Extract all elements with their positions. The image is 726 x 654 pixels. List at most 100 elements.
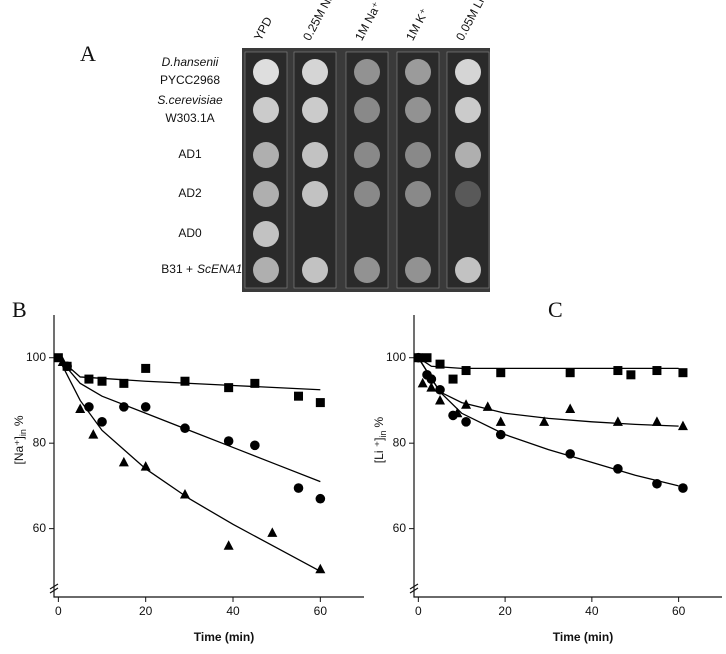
data-point [612, 416, 623, 426]
data-point [88, 429, 99, 439]
data-point [461, 417, 471, 427]
y-axis-label-part: [Li ⁺] [372, 438, 386, 464]
data-point [180, 423, 190, 434]
fit-curve [57, 357, 321, 483]
axis-break [49, 583, 59, 594]
strain-label: B31 + [161, 262, 193, 276]
gene-label: ScENA1 [197, 262, 242, 276]
data-point [119, 402, 129, 412]
x-tick-label: 20 [498, 604, 512, 618]
y-axis-label: [Na⁺]in% [12, 415, 28, 464]
species-label: S.cerevisiae [157, 93, 223, 107]
data-point [565, 403, 576, 413]
strain-label: AD2 [178, 186, 202, 200]
data-point [461, 399, 472, 409]
x-tick-label: 60 [672, 604, 686, 618]
data-point [119, 378, 129, 388]
data-point [141, 363, 151, 373]
data-point [435, 384, 445, 395]
data-point [482, 401, 493, 411]
column-label: 1M K⁺ [403, 6, 431, 43]
colony-spot [354, 257, 380, 283]
colony-spot [354, 142, 380, 168]
strain-label: PYCC2968 [160, 73, 220, 87]
colony-spot [354, 97, 380, 123]
column-label: YPD [251, 14, 275, 43]
strain-label: AD1 [178, 147, 202, 161]
data-point [435, 359, 445, 369]
data-point [224, 383, 234, 393]
data-point [422, 353, 432, 363]
colony-spot [302, 142, 328, 168]
data-point [495, 416, 506, 426]
x-tick-label: 0 [55, 604, 62, 618]
data-point [179, 488, 190, 499]
colony-spot [455, 97, 481, 123]
x-tick-label: 0 [415, 604, 422, 618]
axis-break [409, 583, 419, 594]
data-point [267, 527, 278, 537]
colony-spot [405, 142, 431, 168]
data-point [250, 378, 260, 388]
y-axis-label-part: in [378, 430, 388, 437]
column-label: 1M Na⁺ [352, 0, 384, 43]
x-axis-label: Time (min) [194, 630, 254, 644]
plate-lane [446, 51, 490, 289]
y-tick-label: 100 [26, 350, 46, 364]
data-point [678, 368, 688, 378]
strain-label: W303.1A [165, 111, 214, 125]
colony-spot [405, 97, 431, 123]
data-point [417, 377, 428, 388]
colony-spot [405, 257, 431, 283]
plate-lane [345, 51, 389, 289]
data-point [315, 493, 326, 504]
panel-label: C [548, 297, 563, 322]
data-point [435, 394, 446, 405]
data-point [651, 416, 662, 426]
data-point [626, 370, 636, 380]
data-point [293, 483, 304, 493]
data-point [495, 429, 506, 440]
colony-spot [455, 142, 481, 168]
data-point [565, 368, 575, 378]
data-point [613, 464, 623, 474]
x-tick-label: 60 [314, 604, 328, 618]
fit-curve [417, 357, 679, 427]
y-axis-label-part: [Na⁺] [12, 436, 26, 464]
data-point [97, 417, 107, 427]
data-point [118, 456, 129, 467]
data-point [140, 402, 151, 412]
x-tick-label: 20 [139, 604, 153, 618]
data-point [448, 374, 458, 384]
colony-spot [253, 257, 279, 283]
plate-lane [396, 51, 440, 289]
y-tick-label: 60 [393, 521, 407, 535]
data-point [677, 420, 688, 431]
fit-curve [417, 357, 679, 487]
colony-spot [455, 257, 481, 283]
data-point [678, 483, 688, 493]
colony-spot [253, 59, 279, 85]
y-tick-label: 80 [393, 435, 407, 449]
data-point [294, 391, 304, 401]
y-tick-label: 60 [33, 521, 47, 535]
axis-line [53, 315, 364, 598]
data-point [413, 352, 424, 363]
data-point [250, 440, 260, 451]
fit-curve [417, 357, 679, 370]
data-point [223, 540, 234, 550]
data-point [426, 382, 437, 392]
y-tick-label: 80 [33, 435, 47, 449]
colony-spot [455, 59, 481, 85]
panel-label: A [80, 41, 96, 66]
colony-spot [405, 59, 431, 85]
column-label: 0.25M Na⁺ [300, 0, 340, 43]
colony-spot [253, 181, 279, 207]
data-point [57, 356, 68, 366]
colony-spot [302, 257, 328, 283]
x-axis-label: Time (min) [553, 630, 613, 644]
fit-curve [57, 357, 321, 391]
y-axis-label-part: % [372, 416, 386, 427]
colony-spot [302, 97, 328, 123]
